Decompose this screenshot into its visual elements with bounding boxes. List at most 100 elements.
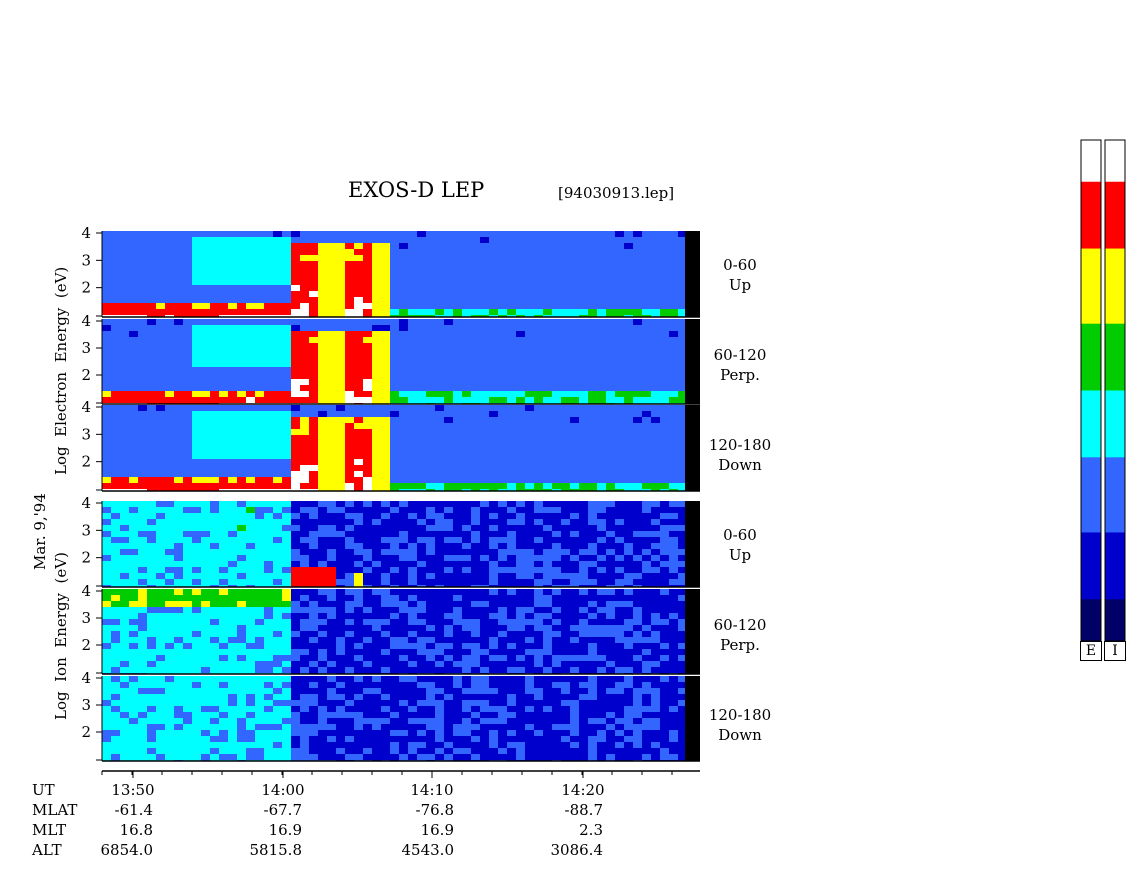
spectrogram-cell	[255, 595, 264, 601]
spectrogram-cell	[201, 405, 210, 411]
spectrogram-cell	[615, 567, 624, 573]
spectrogram-cell	[453, 447, 462, 453]
spectrogram-cell	[597, 507, 606, 513]
spectrogram-cell	[543, 625, 552, 631]
spectrogram-cell	[147, 625, 156, 631]
spectrogram-cell	[327, 607, 336, 613]
spectrogram-cell	[264, 613, 273, 619]
spectrogram-cell	[165, 231, 174, 237]
spectrogram-cell	[147, 249, 156, 255]
spectrogram-cell	[246, 613, 255, 619]
spectrogram-cell	[309, 631, 318, 637]
spectrogram-cell	[669, 649, 678, 655]
spectrogram-cell	[615, 249, 624, 255]
spectrogram-cell	[669, 273, 678, 279]
spectrogram-cell	[111, 337, 120, 343]
spectrogram-cell	[498, 589, 507, 595]
spectrogram-cell	[156, 625, 165, 631]
spectrogram-cell	[174, 355, 183, 361]
spectrogram-cell	[102, 423, 111, 429]
spectrogram-cell	[570, 361, 579, 367]
spectrogram-cell	[318, 667, 327, 673]
spectrogram-cell	[156, 349, 165, 355]
spectrogram-cell	[228, 303, 237, 309]
spectrogram-cell	[390, 637, 399, 643]
spectrogram-cell	[534, 585, 543, 587]
spectrogram-cell	[300, 655, 309, 661]
spectrogram-cell	[408, 447, 417, 453]
spectrogram-cell	[264, 631, 273, 637]
spectrogram-cell	[642, 637, 651, 643]
spectrogram-cell	[363, 423, 372, 429]
spectrogram-cell	[210, 585, 219, 587]
spectrogram-cell	[597, 483, 606, 489]
spectrogram-cell	[345, 309, 354, 315]
spectrogram-cell	[426, 303, 435, 309]
spectrogram-cell	[543, 589, 552, 595]
spectrogram-cell	[651, 249, 660, 255]
spectrogram-cell	[201, 355, 210, 361]
spectrogram-cell	[507, 549, 516, 555]
spectrogram-cell	[480, 531, 489, 537]
spectrogram-cell	[651, 325, 660, 331]
spectrogram-cell	[111, 730, 120, 736]
spectrogram-cell	[426, 595, 435, 601]
spectrogram-cell	[102, 748, 111, 754]
spectrogram-cell	[120, 349, 129, 355]
spectrogram-cell	[579, 537, 588, 543]
spectrogram-cell	[606, 267, 615, 273]
spectrogram-cell	[300, 391, 309, 397]
spectrogram-cell	[282, 649, 291, 655]
spectrogram-cell	[201, 595, 210, 601]
spectrogram-cell	[642, 237, 651, 243]
spectrogram-cell	[201, 429, 210, 435]
spectrogram-cell	[291, 261, 300, 267]
spectrogram-cell	[156, 589, 165, 595]
spectrogram-cell	[651, 637, 660, 643]
spectrogram-cell	[318, 519, 327, 525]
spectrogram-cell	[192, 465, 201, 471]
spectrogram-cell	[471, 483, 480, 489]
spectrogram-cell	[273, 531, 282, 537]
spectrogram-cell	[345, 601, 354, 607]
spectrogram-cell	[345, 649, 354, 655]
spectrogram-cell	[669, 435, 678, 441]
spectrogram-cell	[273, 291, 282, 297]
spectrogram-cell	[183, 243, 192, 249]
spectrogram-cell	[678, 567, 687, 573]
spectrogram-cell	[462, 435, 471, 441]
spectrogram-cell	[543, 537, 552, 543]
spectrogram-cell	[147, 631, 156, 637]
spectrogram-cell	[525, 267, 534, 273]
spectrogram-cell	[210, 391, 219, 397]
spectrogram-cell	[489, 613, 498, 619]
spectrogram-cell	[273, 379, 282, 385]
spectrogram-cell	[210, 471, 219, 477]
spectrogram-cell	[246, 601, 255, 607]
spectrogram-cell	[228, 601, 237, 607]
spectrogram-cell	[174, 667, 183, 673]
spectrogram-cell	[561, 397, 570, 403]
spectrogram-cell	[615, 543, 624, 549]
spectrogram-cell	[201, 343, 210, 349]
spectrogram-cell	[138, 243, 147, 249]
spectrogram-cell	[606, 537, 615, 543]
spectrogram-cell	[210, 405, 219, 411]
spectrogram-cell	[669, 361, 678, 367]
spectrogram-cell	[147, 267, 156, 273]
spectrogram-cell	[660, 589, 669, 595]
spectrogram-cell	[345, 391, 354, 397]
spectrogram-cell	[543, 267, 552, 273]
spectrogram-cell	[624, 561, 633, 567]
spectrogram-cell	[390, 567, 399, 573]
spectrogram-cell	[669, 501, 678, 507]
spectrogram-cell	[624, 315, 633, 317]
spectrogram-cell	[597, 355, 606, 361]
spectrogram-cell	[561, 417, 570, 423]
spectrogram-cell	[102, 255, 111, 261]
spectrogram-cell	[534, 325, 543, 331]
spectrogram-cell	[615, 625, 624, 631]
spectrogram-cell	[129, 337, 138, 343]
spectrogram-cell	[102, 718, 111, 724]
spectrogram-cell	[669, 585, 678, 587]
